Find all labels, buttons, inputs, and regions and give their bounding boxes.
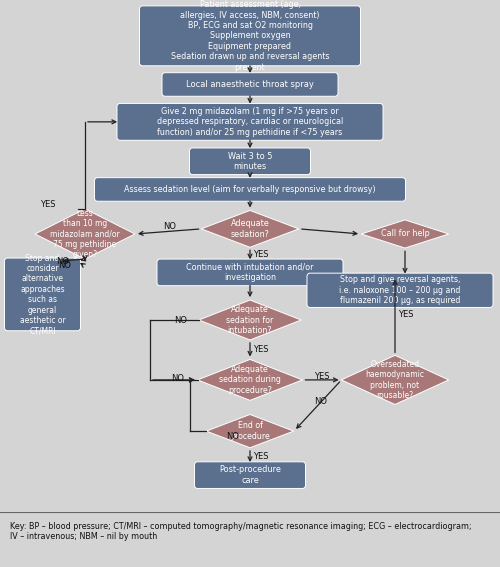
Text: Oversedated
haemodynamic
problem, not
rousable?: Oversedated haemodynamic problem, not ro… xyxy=(366,360,424,400)
Text: Give 2 mg midazolam (1 mg if >75 years or
depressed respiratory, cardiac or neur: Give 2 mg midazolam (1 mg if >75 years o… xyxy=(157,107,343,137)
Text: YES: YES xyxy=(254,345,269,354)
FancyBboxPatch shape xyxy=(140,6,360,66)
Text: Adequate
sedation?: Adequate sedation? xyxy=(230,219,270,239)
Polygon shape xyxy=(341,356,449,404)
FancyBboxPatch shape xyxy=(117,103,383,140)
Text: Stop and give reversal agents,
i.e. naloxone 100 – 200 μg and
flumazenil 200 μg,: Stop and give reversal agents, i.e. nalo… xyxy=(340,276,460,305)
Text: Call for help: Call for help xyxy=(380,230,430,239)
Polygon shape xyxy=(198,359,302,400)
Text: NO: NO xyxy=(226,431,239,441)
FancyBboxPatch shape xyxy=(194,462,306,488)
Text: NO: NO xyxy=(174,315,188,324)
FancyBboxPatch shape xyxy=(162,73,338,96)
FancyBboxPatch shape xyxy=(94,177,406,201)
Text: NO: NO xyxy=(58,261,71,270)
Text: Adequate
sedation for
intubation?: Adequate sedation for intubation? xyxy=(226,305,274,335)
Polygon shape xyxy=(206,414,294,448)
Polygon shape xyxy=(199,300,301,340)
Text: Less
than 10 mg
midazolam and/or
75 mg pethidine
given?: Less than 10 mg midazolam and/or 75 mg p… xyxy=(50,209,120,259)
Text: NO: NO xyxy=(314,397,328,407)
Text: Wait 3 to 5
minutes: Wait 3 to 5 minutes xyxy=(228,151,272,171)
Polygon shape xyxy=(361,220,449,248)
Text: NO: NO xyxy=(56,257,69,265)
Text: YES: YES xyxy=(314,372,330,381)
Text: End of
procedure: End of procedure xyxy=(230,421,270,441)
Text: NO: NO xyxy=(171,374,184,383)
Text: Stop and
consider
alternative
approaches
such as
general
aesthetic or
CT/MRI: Stop and consider alternative approaches… xyxy=(20,253,66,335)
Polygon shape xyxy=(35,209,135,259)
Text: Key: BP – blood pressure; CT/MRI – computed tomography/magnetic resonance imagin: Key: BP – blood pressure; CT/MRI – compu… xyxy=(10,522,471,541)
Text: YES: YES xyxy=(398,310,414,319)
Text: Local anaesthetic throat spray: Local anaesthetic throat spray xyxy=(186,80,314,89)
FancyBboxPatch shape xyxy=(4,258,80,331)
Text: YES: YES xyxy=(40,200,55,209)
Text: Assess sedation level (aim for verbally responsive but drowsy): Assess sedation level (aim for verbally … xyxy=(124,185,376,194)
Polygon shape xyxy=(201,210,299,247)
Text: NO: NO xyxy=(164,222,176,231)
Text: Adequate
sedation during
procedure?: Adequate sedation during procedure? xyxy=(219,365,281,395)
Text: Patient assessment (age,
allergies, IV access, NBM, consent)
BP, ECG and sat O2 : Patient assessment (age, allergies, IV a… xyxy=(171,0,329,71)
Text: Continue with intubation and/or
investigation: Continue with intubation and/or investig… xyxy=(186,263,314,282)
Text: YES: YES xyxy=(254,452,269,461)
Text: YES: YES xyxy=(254,250,269,259)
Text: Post-procedure
care: Post-procedure care xyxy=(219,466,281,485)
FancyBboxPatch shape xyxy=(190,148,310,175)
FancyBboxPatch shape xyxy=(157,259,343,286)
FancyBboxPatch shape xyxy=(307,273,493,307)
